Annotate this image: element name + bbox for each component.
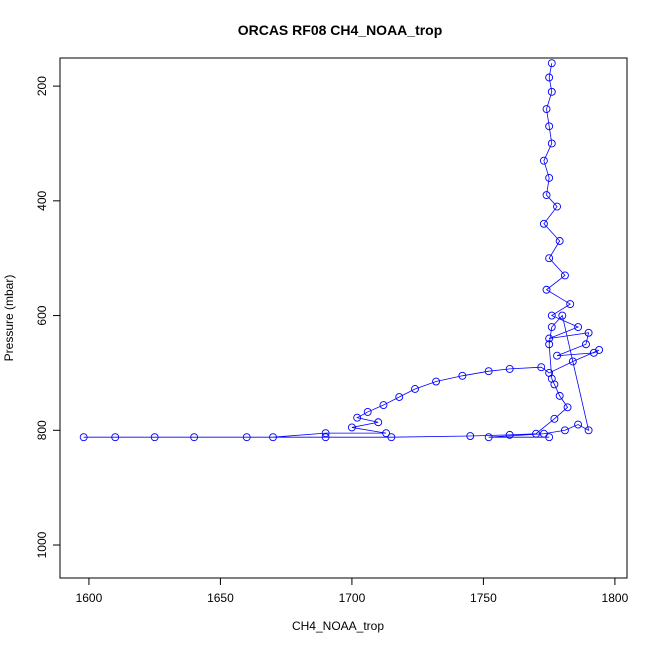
y-tick-label: 1000 (35, 531, 49, 558)
point (574, 420, 583, 429)
point (547, 311, 556, 320)
point (542, 105, 551, 114)
y-tick-label: 200 (35, 76, 49, 96)
point (547, 374, 556, 383)
point (363, 407, 372, 416)
point (542, 285, 551, 294)
point (545, 340, 554, 349)
point (582, 340, 590, 349)
point (111, 433, 120, 442)
point (553, 202, 561, 211)
point (539, 156, 548, 165)
point (547, 139, 556, 148)
point (545, 254, 554, 263)
point (458, 371, 467, 380)
point (532, 429, 540, 438)
y-tick-label: 600 (35, 305, 49, 325)
point (555, 237, 564, 245)
point (558, 311, 567, 320)
x-tick-label: 1750 (470, 591, 497, 605)
point (537, 363, 546, 372)
chart-title: ORCAS RF08 CH4_NOAA_trop (238, 22, 443, 38)
point (547, 323, 556, 331)
point (563, 403, 572, 412)
point (466, 432, 475, 440)
x-tick-label: 1600 (76, 591, 103, 605)
point (382, 429, 391, 438)
point (545, 173, 554, 182)
point (560, 271, 569, 280)
point (545, 73, 554, 82)
x-axis-label: CH4_NOAA_trop (292, 619, 384, 633)
point (374, 418, 383, 427)
point (595, 346, 604, 354)
point (484, 433, 493, 442)
point (584, 426, 593, 435)
point (387, 433, 396, 442)
point (545, 433, 554, 442)
point (484, 367, 493, 376)
point (566, 300, 575, 309)
point (505, 430, 514, 439)
y-tick-label: 400 (35, 191, 49, 211)
point (584, 328, 593, 337)
point (539, 219, 548, 228)
point (321, 433, 330, 442)
point (555, 391, 564, 400)
point (432, 377, 441, 386)
point (574, 323, 583, 331)
point (395, 393, 404, 401)
point (505, 364, 514, 373)
point (269, 433, 277, 442)
point (79, 433, 88, 442)
connecting-line (83, 63, 600, 438)
point (190, 433, 199, 442)
x-tick-label: 1650 (207, 591, 234, 605)
point (542, 191, 551, 200)
point (547, 59, 556, 68)
y-axis-label: Pressure (mbar) (2, 275, 16, 362)
y-tick-label: 800 (35, 420, 49, 440)
point (547, 87, 556, 96)
point (568, 357, 577, 366)
plot-frame (59, 57, 628, 579)
x-tick-label: 1800 (602, 591, 629, 605)
point (545, 334, 554, 343)
point (550, 414, 559, 423)
point (321, 429, 330, 438)
point (150, 433, 159, 442)
point (379, 401, 388, 409)
point (560, 426, 569, 435)
x-tick-label: 1700 (339, 591, 366, 605)
point (242, 433, 251, 442)
point (353, 413, 362, 422)
point (545, 122, 554, 131)
point (411, 385, 419, 393)
point (553, 351, 561, 360)
point (347, 423, 356, 432)
